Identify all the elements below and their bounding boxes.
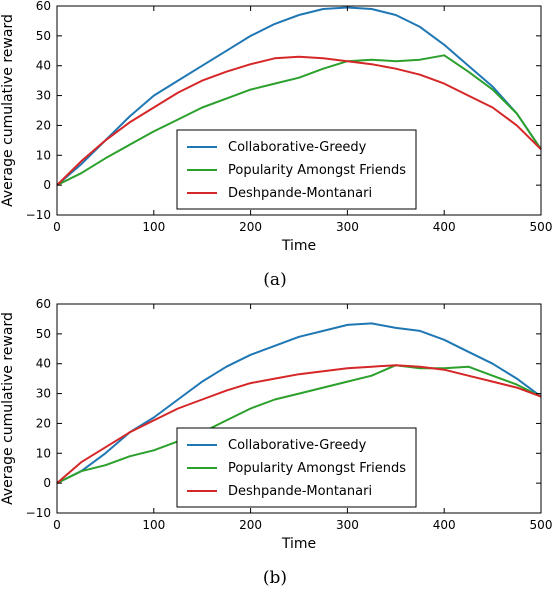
series-line-2 xyxy=(56,54,542,186)
y-tick-label: 60 xyxy=(36,0,51,13)
legend-label: Deshpande-Montanari xyxy=(228,484,372,499)
legend: Collaborative-Greedy Popularity Amongst F… xyxy=(176,129,417,210)
x-tick-label: 0 xyxy=(53,220,61,234)
x-tick-label: 0 xyxy=(53,518,61,532)
y-axis-label: Average cumulative reward xyxy=(0,312,16,505)
legend-label: Popularity Amongst Friends xyxy=(228,461,406,476)
x-tick-label: 300 xyxy=(336,518,359,532)
plot-lines xyxy=(56,322,542,484)
legend-label: Popularity Amongst Friends xyxy=(228,163,406,178)
axes-frame xyxy=(56,303,542,514)
x-axis-label: Time xyxy=(281,536,316,552)
x-tick-label: 500 xyxy=(530,518,553,532)
legend-label: Collaborative-Greedy xyxy=(228,438,367,453)
series-line-3 xyxy=(56,364,542,484)
y-tick-label: 0 xyxy=(43,178,51,192)
y-axis-label: Average cumulative reward xyxy=(0,14,16,207)
series-line-2 xyxy=(56,364,542,484)
y-tick-label: 30 xyxy=(36,89,51,103)
panel-caption: (a) xyxy=(263,270,286,290)
legend: Collaborative-Greedy Popularity Amongst F… xyxy=(176,427,417,508)
plot-lines xyxy=(56,6,542,186)
x-ticks: 0 100 200 300 400 500 xyxy=(53,6,552,234)
x-tick-label: 500 xyxy=(530,220,553,234)
y-tick-label: 0 xyxy=(43,476,51,490)
x-tick-label: 300 xyxy=(336,220,359,234)
y-tick-label: 10 xyxy=(36,148,51,162)
y-tick-label: 20 xyxy=(36,118,51,132)
y-tick-label: 50 xyxy=(36,29,51,43)
x-tick-label: 100 xyxy=(142,518,165,532)
series-line-3 xyxy=(56,55,542,186)
axes-frame xyxy=(56,5,542,216)
y-tick-label: −10 xyxy=(26,208,51,222)
y-ticks: −10 0 10 20 30 40 50 60 xyxy=(26,0,541,222)
legend-label: Deshpande-Montanari xyxy=(228,186,372,201)
x-tick-label: 400 xyxy=(433,518,456,532)
y-tick-label: 40 xyxy=(36,59,51,73)
legend-label: Collaborative-Greedy xyxy=(228,140,367,155)
x-tick-label: 200 xyxy=(239,220,262,234)
y-ticks: −10 0 10 20 30 40 50 60 xyxy=(26,297,541,520)
y-tick-label: 50 xyxy=(36,327,51,341)
y-tick-label: 10 xyxy=(36,446,51,460)
y-tick-label: 40 xyxy=(36,357,51,371)
x-ticks: 0 100 200 300 400 500 xyxy=(53,304,552,532)
series-line-1 xyxy=(56,6,542,186)
x-tick-label: 100 xyxy=(142,220,165,234)
panel-caption: (b) xyxy=(263,568,287,588)
y-tick-label: −10 xyxy=(26,506,51,520)
x-tick-label: 400 xyxy=(433,220,456,234)
y-tick-label: 30 xyxy=(36,387,51,401)
y-tick-label: 60 xyxy=(36,297,51,311)
y-tick-label: 20 xyxy=(36,416,51,430)
x-tick-label: 200 xyxy=(239,518,262,532)
x-axis-label: Time xyxy=(281,238,316,254)
